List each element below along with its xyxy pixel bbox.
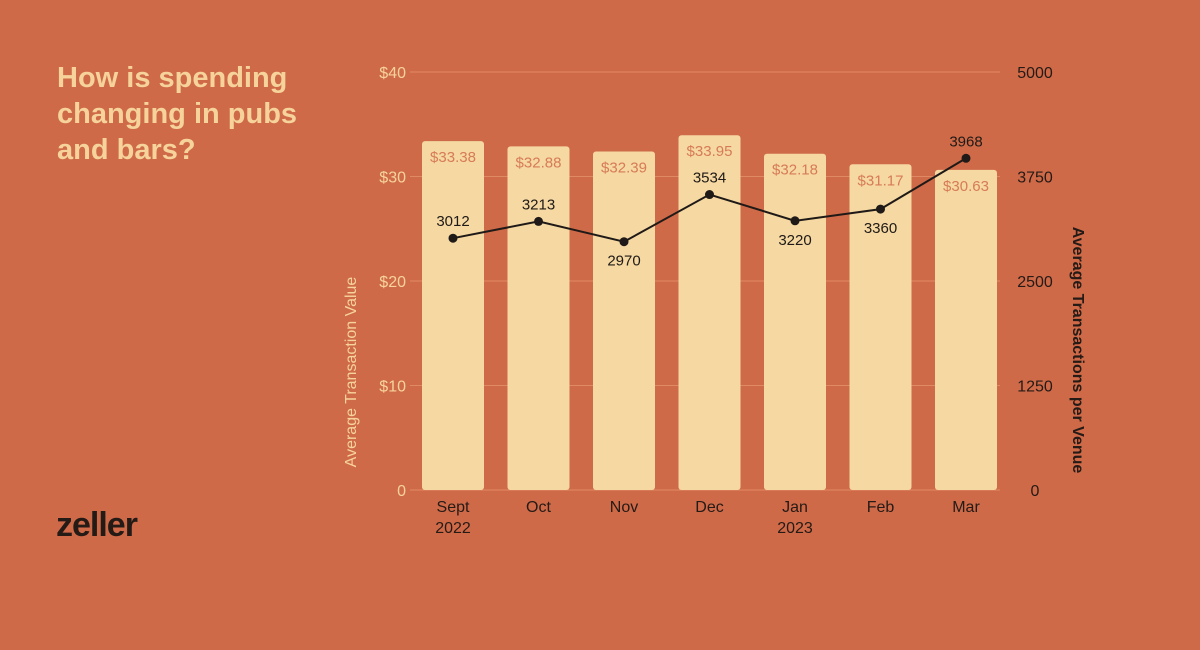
bar-value-label: $32.18	[772, 162, 818, 179]
bar-value-label: $33.38	[430, 149, 476, 166]
bar	[507, 146, 570, 491]
line-value-label: 3360	[864, 220, 897, 237]
x-tick-label: Jan	[782, 499, 808, 516]
x-tick-label: Feb	[867, 499, 895, 516]
x-tick-label: Oct	[526, 499, 551, 516]
line-point	[619, 237, 629, 247]
y-tick-label: $40	[379, 65, 406, 82]
y2-axis-title: Average Transactions per Venue	[1069, 227, 1086, 474]
bar-value-label: $31.17	[858, 172, 904, 189]
bar-value-label: $32.39	[601, 160, 647, 177]
chart-title: How is spending changing in pubs and bar…	[57, 62, 298, 166]
x-tick-label: Nov	[610, 499, 638, 516]
line-point	[790, 216, 800, 226]
x-tick-label: Dec	[695, 499, 723, 516]
line-value-label: 3213	[522, 196, 555, 213]
y2-tick-label: 2500	[1017, 274, 1053, 291]
y-axis-title: Average Transaction Value	[343, 277, 360, 468]
y-tick-label: 0	[397, 483, 406, 500]
y2-tick-label: 1250	[1017, 379, 1053, 396]
x-tick-sublabel: 2022	[435, 520, 471, 537]
y2-tick-label: 5000	[1017, 65, 1053, 82]
y-tick-label: $10	[379, 379, 406, 396]
x-tick-label: Mar	[952, 499, 980, 516]
x-tick-sublabel: 2023	[777, 520, 813, 537]
line-value-label: 3534	[693, 170, 726, 187]
line-point	[961, 153, 971, 163]
line-point	[534, 216, 543, 226]
bar-value-label: $32.88	[516, 154, 562, 171]
line-point	[705, 190, 714, 200]
bar-value-label: $33.95	[687, 143, 733, 160]
y-tick-label: $30	[379, 170, 406, 187]
y-tick-label: $20	[379, 274, 406, 291]
line-value-label: 3220	[778, 232, 811, 249]
y2-tick-label: 3750	[1017, 170, 1053, 187]
line-value-label: 3968	[949, 133, 982, 150]
zeller-logo: zeller	[56, 506, 138, 544]
x-tick-label: Sept	[437, 499, 470, 516]
bar	[422, 141, 484, 490]
bar	[764, 153, 826, 490]
bar	[678, 135, 741, 490]
bar-value-label: $30.63	[943, 178, 989, 195]
bar	[849, 164, 912, 490]
line-value-label: 2970	[607, 253, 640, 270]
bar	[593, 151, 655, 490]
line-point	[876, 204, 885, 214]
line-value-label: 3012	[436, 213, 469, 230]
bar	[935, 169, 997, 490]
line-point	[448, 233, 458, 243]
y2-tick-label: 0	[1031, 483, 1040, 500]
